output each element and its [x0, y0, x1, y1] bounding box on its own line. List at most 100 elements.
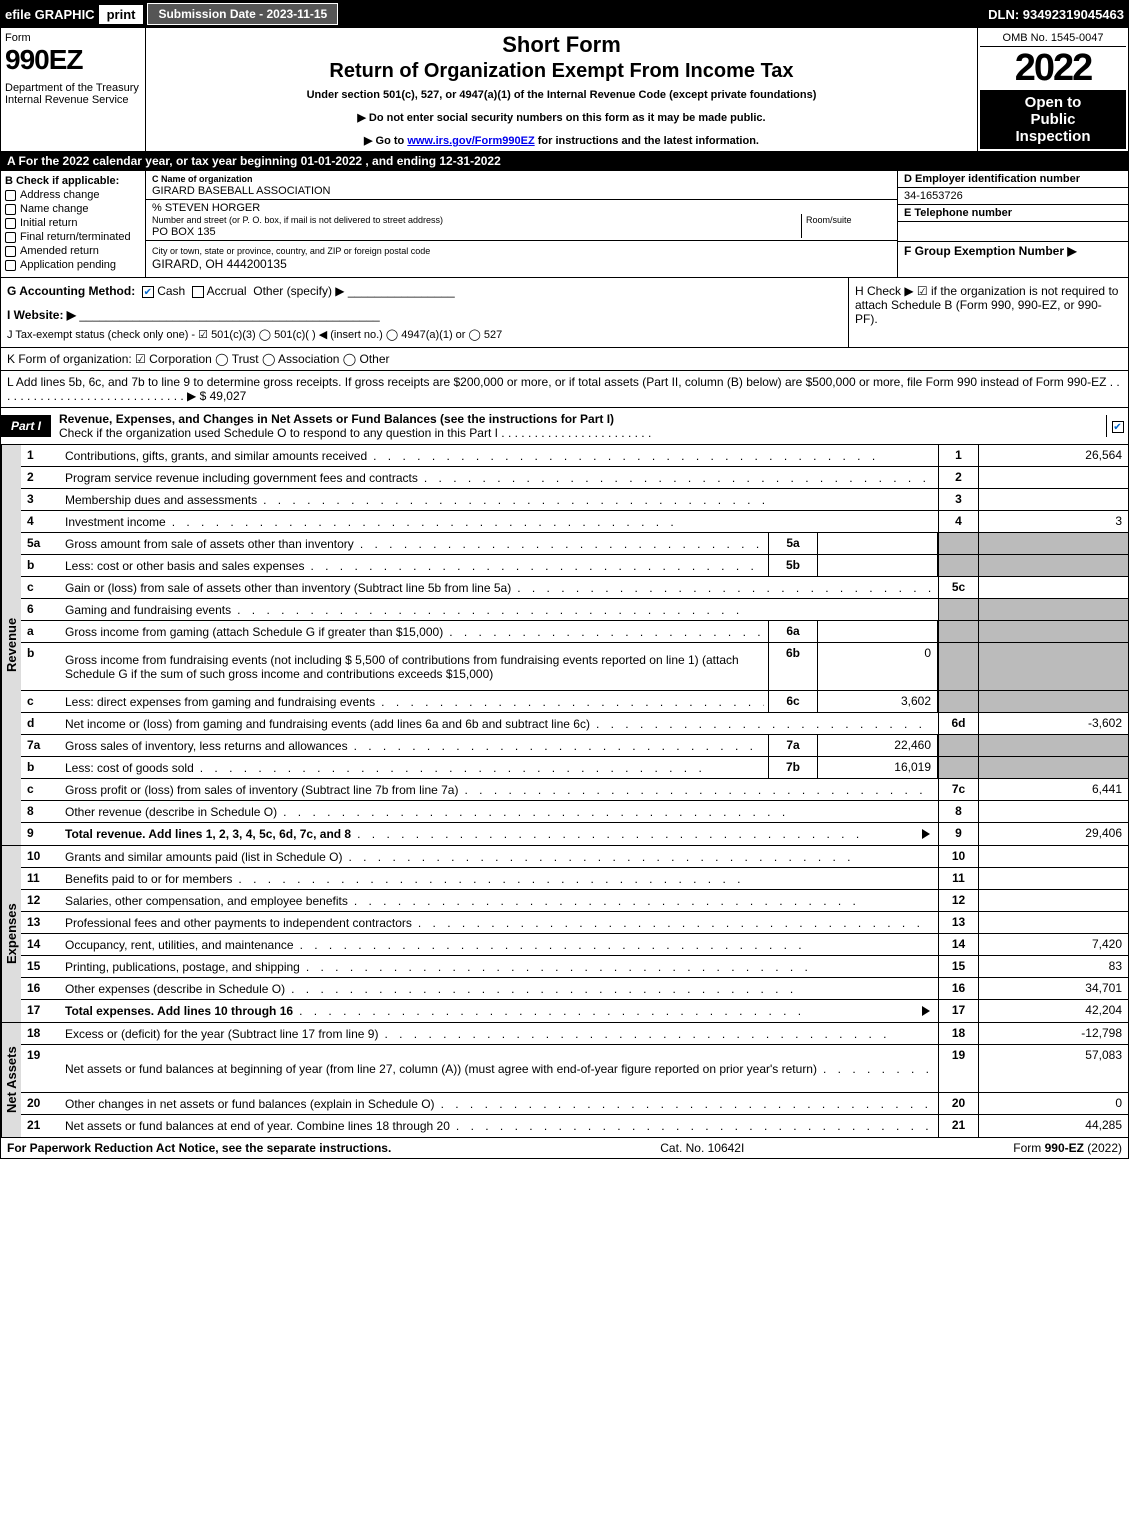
irs-link[interactable]: www.irs.gov/Form990EZ — [407, 135, 534, 147]
line-desc: Contributions, gifts, grants, and simila… — [61, 445, 938, 466]
line-desc: Gross profit or (loss) from sales of inv… — [61, 779, 938, 800]
line-desc: Net assets or fund balances at beginning… — [61, 1045, 938, 1092]
line-val: 57,083 — [978, 1045, 1128, 1092]
line-ref: 6d — [938, 713, 978, 734]
line-num: 15 — [21, 956, 61, 977]
chk-accrual[interactable] — [192, 286, 204, 298]
line-ref: 7c — [938, 779, 978, 800]
line-val: -12,798 — [978, 1023, 1128, 1044]
print-button[interactable]: print — [99, 5, 144, 24]
line-subval: 16,019 — [818, 757, 938, 778]
block-ghij: G Accounting Method: Cash Accrual Other … — [0, 278, 1129, 348]
street-address: PO BOX 135 — [152, 226, 216, 238]
line-val: 7,420 — [978, 934, 1128, 955]
line-row: 18Excess or (deficit) for the year (Subt… — [21, 1023, 1128, 1045]
line-val — [978, 533, 1128, 554]
line-row: 6Gaming and fundraising events. . . . . … — [21, 599, 1128, 621]
netassets-body: 18Excess or (deficit) for the year (Subt… — [21, 1023, 1128, 1137]
chk-amended[interactable]: Amended return — [5, 245, 141, 257]
revenue-body: 1Contributions, gifts, grants, and simil… — [21, 445, 1128, 845]
line-num: 18 — [21, 1023, 61, 1044]
line-val: 42,204 — [978, 1000, 1128, 1022]
c-city-block: City or town, state or province, country… — [146, 241, 897, 273]
line-val: 29,406 — [978, 823, 1128, 845]
line-val — [978, 467, 1128, 488]
line-row: 5aGross amount from sale of assets other… — [21, 533, 1128, 555]
line-row: 14Occupancy, rent, utilities, and mainte… — [21, 934, 1128, 956]
line-row: 10Grants and similar amounts paid (list … — [21, 846, 1128, 868]
line-desc: Gross sales of inventory, less returns a… — [61, 735, 768, 756]
line-desc: Salaries, other compensation, and employ… — [61, 890, 938, 911]
line-num: 20 — [21, 1093, 61, 1114]
line-row: 7aGross sales of inventory, less returns… — [21, 735, 1128, 757]
title-short-form: Short Form — [154, 32, 969, 58]
line-num: 12 — [21, 890, 61, 911]
line-subval: 22,460 — [818, 735, 938, 756]
line-row: 1Contributions, gifts, grants, and simil… — [21, 445, 1128, 467]
netassets-section: Net Assets 18Excess or (deficit) for the… — [0, 1023, 1129, 1138]
line-num: 21 — [21, 1115, 61, 1137]
chk-final-return[interactable]: Final return/terminated — [5, 231, 141, 243]
part-1-title: Revenue, Expenses, and Changes in Net As… — [51, 408, 1106, 444]
omb-number: OMB No. 1545-0047 — [980, 30, 1126, 47]
line-desc: Gain or (loss) from sale of assets other… — [61, 577, 938, 598]
chk-application-pending[interactable]: Application pending — [5, 259, 141, 271]
line-num: 16 — [21, 978, 61, 999]
line-row: cGain or (loss) from sale of assets othe… — [21, 577, 1128, 599]
line-val — [978, 599, 1128, 620]
line-ref — [938, 533, 978, 554]
instruction-2: ▶ Go to www.irs.gov/Form990EZ for instru… — [154, 134, 969, 147]
header-right: OMB No. 1545-0047 2022 Open to Public In… — [978, 28, 1128, 151]
line-subref: 6a — [768, 621, 818, 642]
line-num: 6 — [21, 599, 61, 620]
d-ein-label: D Employer identification number — [898, 171, 1128, 188]
line-val — [978, 489, 1128, 510]
line-desc: Professional fees and other payments to … — [61, 912, 938, 933]
line-num: c — [21, 691, 61, 712]
line-ref: 11 — [938, 868, 978, 889]
expenses-side-label: Expenses — [1, 846, 21, 1022]
line-subref: 6b — [768, 643, 818, 690]
line-subval — [818, 555, 938, 576]
line-row: 3Membership dues and assessments. . . . … — [21, 489, 1128, 511]
subtitle: Under section 501(c), 527, or 4947(a)(1)… — [154, 89, 969, 101]
line-desc: Gross income from fundraising events (no… — [61, 643, 768, 690]
line-ref: 8 — [938, 801, 978, 822]
line-subref: 5b — [768, 555, 818, 576]
line-val — [978, 757, 1128, 778]
header-center: Short Form Return of Organization Exempt… — [146, 28, 978, 151]
e-telephone-label: E Telephone number — [898, 205, 1128, 222]
line-ref: 18 — [938, 1023, 978, 1044]
dln: DLN: 93492319045463 — [988, 7, 1124, 22]
expenses-section: Expenses 10Grants and similar amounts pa… — [0, 846, 1129, 1023]
line-num: 10 — [21, 846, 61, 867]
part-1-checkbox[interactable] — [1106, 415, 1128, 437]
chk-initial-return[interactable]: Initial return — [5, 217, 141, 229]
g-accounting: G Accounting Method: Cash Accrual Other … — [7, 284, 842, 298]
line-ref: 19 — [938, 1045, 978, 1092]
line-desc: Other changes in net assets or fund bala… — [61, 1093, 938, 1114]
line-num: b — [21, 643, 61, 690]
footer: For Paperwork Reduction Act Notice, see … — [0, 1138, 1129, 1159]
l-gross-receipts: L Add lines 5b, 6c, and 7b to line 9 to … — [0, 371, 1129, 408]
line-num: a — [21, 621, 61, 642]
line-val: 6,441 — [978, 779, 1128, 800]
j-tax-exempt: J Tax-exempt status (check only one) - ☑… — [7, 328, 842, 341]
line-desc: Printing, publications, postage, and shi… — [61, 956, 938, 977]
col-def: D Employer identification number 34-1653… — [898, 171, 1128, 277]
line-num: 19 — [21, 1045, 61, 1092]
line-row: 9Total revenue. Add lines 1, 2, 3, 4, 5c… — [21, 823, 1128, 845]
line-val — [978, 555, 1128, 576]
chk-cash[interactable] — [142, 286, 154, 298]
line-ref: 5c — [938, 577, 978, 598]
line-val: 0 — [978, 1093, 1128, 1114]
line-ref: 13 — [938, 912, 978, 933]
chk-address-change[interactable]: Address change — [5, 189, 141, 201]
line-subref: 5a — [768, 533, 818, 554]
line-val: 26,564 — [978, 445, 1128, 466]
line-desc: Occupancy, rent, utilities, and maintena… — [61, 934, 938, 955]
line-ref: 20 — [938, 1093, 978, 1114]
chk-name-change[interactable]: Name change — [5, 203, 141, 215]
line-desc: Membership dues and assessments. . . . .… — [61, 489, 938, 510]
line-subval: 0 — [818, 643, 938, 690]
